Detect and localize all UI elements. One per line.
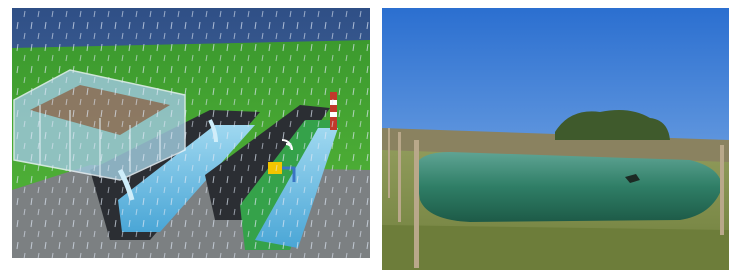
foreground-grass	[382, 225, 729, 270]
rainwater-illustration	[12, 8, 370, 258]
image-pair	[0, 0, 729, 273]
page: (() => { const data = JSON.parse(documen…	[0, 0, 729, 273]
water-bladder-photo	[382, 8, 729, 270]
water-bladder	[415, 152, 722, 222]
rain	[12, 8, 370, 258]
